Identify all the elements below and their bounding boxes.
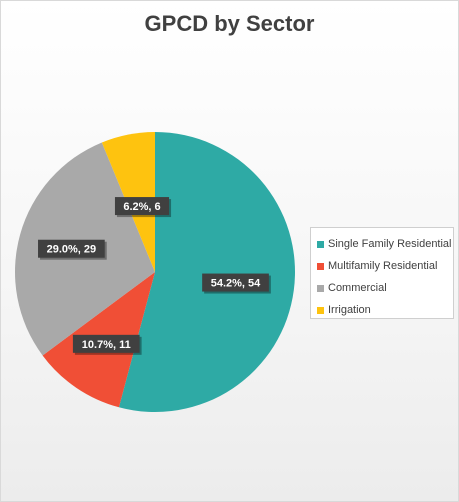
legend-label: Commercial xyxy=(328,282,387,294)
svg-text:29.0%, 29: 29.0%, 29 xyxy=(47,244,97,256)
svg-text:54.2%, 54: 54.2%, 54 xyxy=(211,278,261,290)
legend-item-single-family-residential: Single Family Residential xyxy=(317,233,453,255)
data-label-multifamily-residential: 10.7%, 11 xyxy=(72,334,142,355)
svg-text:10.7%, 11: 10.7%, 11 xyxy=(82,339,131,351)
data-label-commercial: 29.0%, 29 xyxy=(38,239,107,260)
chart-legend: Single Family Residential Multifamily Res… xyxy=(310,227,454,319)
legend-swatch xyxy=(317,306,324,314)
chart-title: GPCD by Sector xyxy=(144,11,315,36)
data-label-irrigation: 6.2%, 6 xyxy=(114,197,172,218)
legend-label: Irrigation xyxy=(328,304,371,316)
legend-item-irrigation: Irrigation xyxy=(317,299,453,321)
legend-swatch xyxy=(317,262,324,270)
legend-swatch xyxy=(317,240,324,248)
data-label-single-family-residential: 54.2%, 54 xyxy=(202,273,271,294)
svg-text:6.2%, 6: 6.2%, 6 xyxy=(123,201,160,213)
legend-label: Multifamily Residential xyxy=(328,260,438,272)
legend-swatch xyxy=(317,284,324,292)
legend-label: Single Family Residential xyxy=(328,238,452,250)
legend-item-multifamily-residential: Multifamily Residential xyxy=(317,255,453,277)
legend-item-commercial: Commercial xyxy=(317,277,453,299)
